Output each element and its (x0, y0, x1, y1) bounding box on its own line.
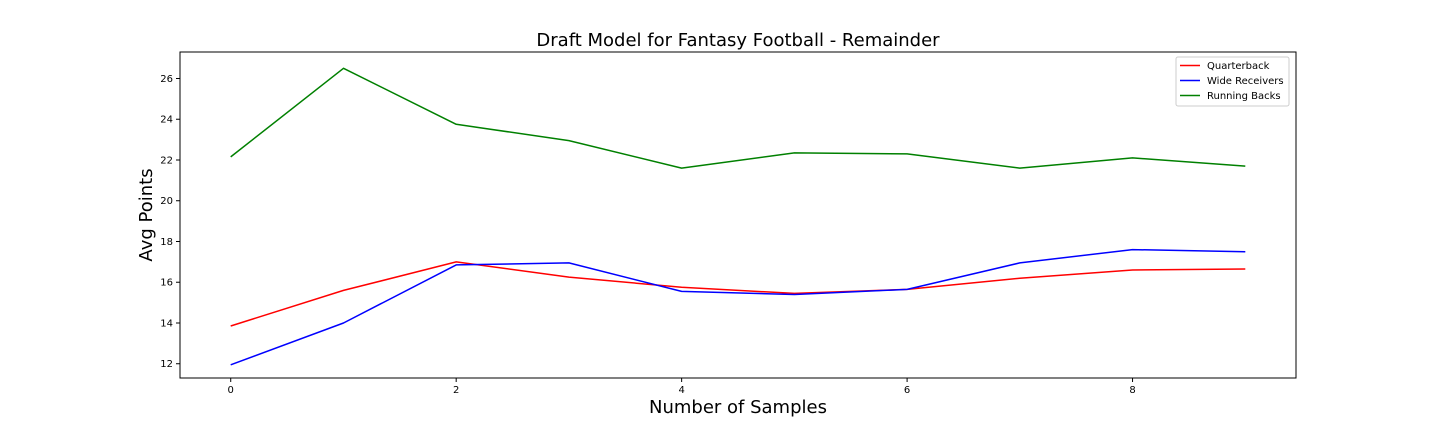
y-tick-label: 26 (160, 74, 173, 85)
x-tick-label: 0 (228, 385, 234, 396)
y-axis-title: Avg Points (136, 168, 157, 261)
legend-box (1175, 56, 1290, 107)
y-tick-label: 12 (160, 359, 173, 370)
chart-title: Draft Model for Fantasy Football - Remai… (536, 30, 940, 51)
y-tick-label: 18 (160, 237, 173, 248)
x-tick-label: 4 (678, 385, 684, 396)
legend-label: Running Backs (1207, 91, 1281, 102)
legend-label: Wide Receivers (1207, 76, 1284, 87)
x-axis-title: Number of Samples (649, 397, 827, 418)
plot-frame (179, 51, 1297, 379)
series-line-quarterback (230, 261, 1246, 327)
y-tick-label: 14 (160, 318, 173, 329)
y-tick-label: 16 (160, 278, 173, 289)
x-tick-label: 6 (904, 385, 910, 396)
x-tick-label: 8 (1129, 385, 1135, 396)
x-tick-label: 2 (453, 385, 459, 396)
y-tick-label: 20 (160, 196, 173, 207)
series-line-running-backs (230, 67, 1246, 169)
y-tick-label: 22 (160, 155, 173, 166)
y-tick-label: 24 (160, 115, 173, 126)
series-line-wide-receivers (230, 248, 1246, 366)
legend-label: Quarterback (1207, 61, 1270, 72)
